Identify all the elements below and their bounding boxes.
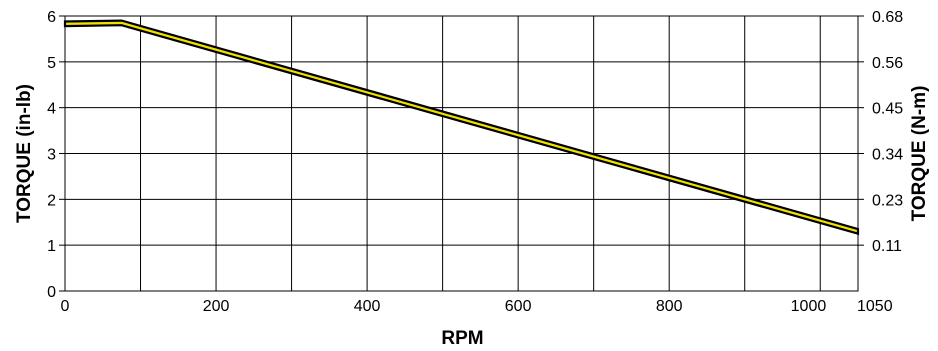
y-tick-label: 3 xyxy=(47,147,56,164)
y2-tick-label: 0.56 xyxy=(872,55,903,72)
y2-tick-labels: 0.11 0.23 0.34 0.45 0.56 0.68 xyxy=(872,9,903,255)
x-tick-labels: 0 200 400 600 800 1000 1050 xyxy=(61,298,893,315)
y-tick-label: 1 xyxy=(47,238,56,255)
x-tick-label: 800 xyxy=(656,298,683,315)
x-tick-label: 1050 xyxy=(857,298,893,315)
x-axis-title: RPM xyxy=(441,328,483,349)
x-tick-label: 200 xyxy=(203,298,230,315)
y-tick-label: 6 xyxy=(47,9,56,26)
x-tick-label: 400 xyxy=(354,298,381,315)
y-tick-label: 5 xyxy=(47,55,56,72)
torque-series-line xyxy=(63,19,860,236)
y-tick-label: 4 xyxy=(47,101,56,118)
y2-tick-label: 0.45 xyxy=(872,101,903,118)
ticks xyxy=(59,15,864,292)
y-tick-labels: 0 1 2 3 4 5 6 xyxy=(47,9,56,301)
y2-axis-title: TORQUE (N-m) xyxy=(909,86,930,222)
y-tick-label: 2 xyxy=(47,192,56,209)
y2-tick-label: 0.68 xyxy=(872,9,903,26)
x-tick-label: 1000 xyxy=(791,298,827,315)
y2-tick-label: 0.23 xyxy=(872,192,903,209)
y2-tick-label: 0.11 xyxy=(872,238,902,255)
torque-band xyxy=(63,19,860,236)
y-tick-label: 0 xyxy=(47,284,56,301)
y2-tick-label: 0.34 xyxy=(872,147,903,164)
y-axis-title: TORQUE (in-lb) xyxy=(14,84,35,223)
x-tick-label: 600 xyxy=(505,298,532,315)
grid xyxy=(65,16,858,291)
x-tick-label: 0 xyxy=(61,298,70,315)
